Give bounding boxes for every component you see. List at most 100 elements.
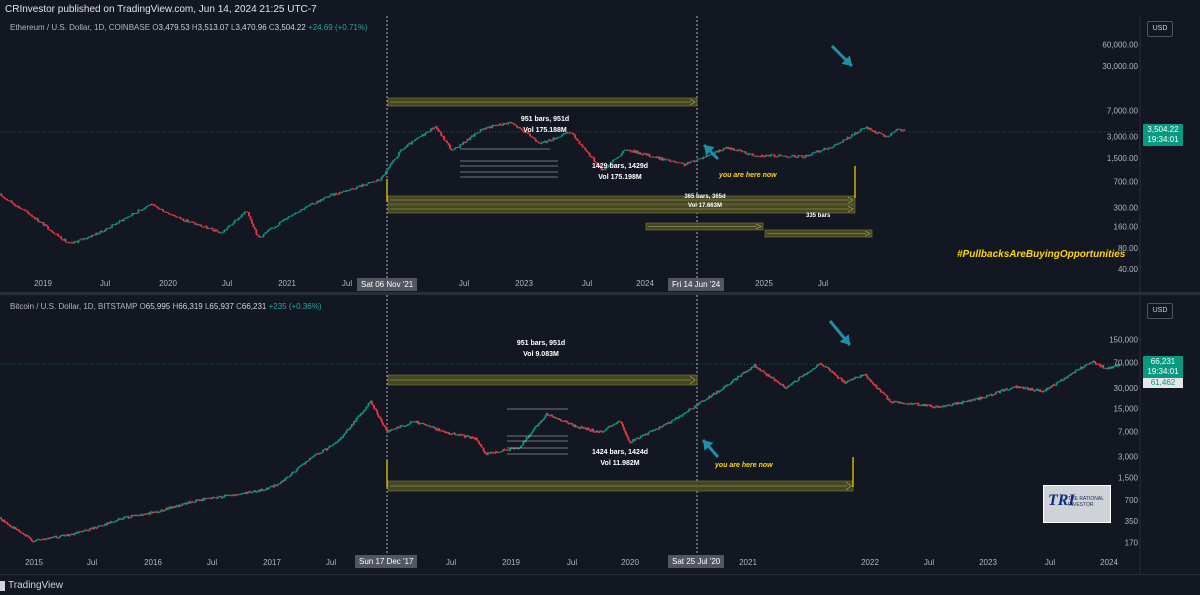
btc-candle bbox=[428, 425, 431, 427]
btc-candle bbox=[1013, 386, 1016, 388]
btc-candle bbox=[42, 538, 45, 540]
btc-candle bbox=[946, 405, 949, 407]
btc-candle bbox=[806, 372, 809, 374]
btc-candle bbox=[593, 431, 596, 433]
btc-candle bbox=[269, 486, 271, 488]
btc-candle bbox=[571, 423, 573, 425]
eth-candle bbox=[414, 139, 416, 141]
eth-candle bbox=[763, 156, 766, 158]
btc-candle bbox=[929, 404, 932, 407]
btc-candle bbox=[580, 426, 582, 429]
eth-candle bbox=[837, 143, 840, 145]
btc-candle bbox=[532, 429, 535, 432]
btc-candle bbox=[68, 534, 71, 537]
eth-candle bbox=[469, 137, 472, 140]
eth-candle bbox=[152, 204, 154, 205]
btc-candle bbox=[149, 511, 152, 515]
btc-candle bbox=[461, 434, 464, 436]
btc-candle bbox=[1018, 386, 1020, 389]
btc-candle bbox=[410, 421, 413, 423]
eth-candle bbox=[98, 233, 100, 235]
eth-currency-button[interactable]: USD bbox=[1147, 21, 1173, 37]
btc-candle bbox=[125, 516, 128, 518]
eth-candle bbox=[297, 212, 300, 213]
btc-candle bbox=[292, 471, 295, 473]
eth-candle bbox=[585, 150, 588, 152]
btc-currency-button[interactable]: USD bbox=[1147, 303, 1173, 319]
eth-x-tick-0: 2019 bbox=[34, 279, 52, 288]
btc-candle bbox=[601, 430, 603, 432]
btc-candle bbox=[63, 534, 66, 536]
btc-candle bbox=[562, 420, 565, 422]
eth-candle bbox=[632, 150, 635, 153]
btc-candle bbox=[423, 423, 426, 426]
eth-candle bbox=[437, 128, 440, 132]
eth-candle bbox=[551, 140, 553, 142]
eth-candle bbox=[808, 155, 811, 156]
btc-candle bbox=[882, 391, 884, 393]
btc-candle bbox=[89, 528, 92, 530]
btc-candle bbox=[43, 538, 46, 540]
eth-candle bbox=[718, 149, 721, 153]
eth-candle bbox=[141, 209, 144, 211]
eth-chart-svg[interactable]: 60,000.0030,000.007,000.003,000.001,500.… bbox=[0, 16, 1200, 292]
btc-candle bbox=[75, 532, 78, 534]
btc-candle bbox=[217, 496, 219, 499]
btc-candle bbox=[1067, 375, 1070, 377]
btc-candle bbox=[67, 534, 70, 537]
btc-candle bbox=[568, 423, 571, 425]
pane-divider[interactable] bbox=[0, 292, 1200, 295]
eth-candle bbox=[383, 174, 386, 176]
eth-candle bbox=[200, 224, 202, 227]
eth-candle bbox=[366, 183, 368, 186]
eth-chart-pane[interactable]: 60,000.00 30,000.00 7,000.00 3,000.00 1,500.… bbox=[0, 16, 1200, 292]
btc-candle bbox=[935, 405, 937, 408]
btc-candle bbox=[680, 415, 683, 417]
eth-candle bbox=[409, 143, 412, 145]
eth-candle bbox=[647, 153, 649, 156]
btc-candle bbox=[435, 427, 437, 430]
eth-candle bbox=[756, 156, 759, 157]
eth-symbol-line: Ethereum / U.S. Dollar, 1D, COINBASE O3,… bbox=[10, 23, 368, 32]
eth-candle bbox=[211, 228, 214, 230]
btc-candle bbox=[479, 444, 482, 445]
eth-candle bbox=[93, 234, 96, 236]
btc-candle bbox=[598, 430, 601, 433]
eth-candle bbox=[351, 188, 354, 190]
eth-candle bbox=[658, 156, 661, 160]
eth-candle bbox=[172, 215, 175, 216]
eth-candle bbox=[70, 242, 73, 244]
eth-candle bbox=[894, 130, 897, 132]
eth-candle bbox=[676, 162, 679, 164]
btc-candle bbox=[84, 529, 87, 531]
btc-candle bbox=[353, 421, 355, 425]
btc-chart-pane[interactable]: 150,000 70,000 30,000 15,000 7,000 3,000 1,500… bbox=[0, 295, 1200, 574]
eth-candle bbox=[307, 205, 310, 207]
eth-candle bbox=[405, 146, 408, 148]
eth-candle bbox=[370, 182, 373, 183]
eth-candle bbox=[431, 128, 434, 130]
eth-candle bbox=[878, 132, 881, 134]
btc-candle bbox=[734, 378, 737, 381]
btc-candle bbox=[477, 440, 479, 442]
btc-candle bbox=[762, 370, 765, 372]
btc-candle bbox=[926, 404, 929, 407]
eth-candle bbox=[849, 136, 852, 139]
btc-candle bbox=[14, 527, 17, 529]
eth-candle bbox=[312, 203, 314, 205]
btc-candle bbox=[994, 391, 997, 395]
eth-candle bbox=[309, 204, 312, 206]
eth-candle bbox=[476, 132, 479, 134]
btc-candle bbox=[243, 493, 246, 495]
btc-candle bbox=[249, 491, 251, 493]
eth-candle bbox=[539, 143, 542, 144]
btc-chart-svg[interactable]: 150,00070,00030,00015,0007,0003,0001,500… bbox=[0, 295, 1200, 574]
eth-candle bbox=[255, 229, 258, 235]
eth-candle bbox=[249, 216, 252, 220]
eth-teal-arrow-here bbox=[704, 145, 715, 156]
eth-candle bbox=[411, 141, 414, 145]
eth-candle bbox=[453, 148, 456, 150]
btc-candle bbox=[273, 484, 276, 488]
btc-candle bbox=[348, 428, 351, 430]
btc-candle bbox=[472, 437, 475, 439]
